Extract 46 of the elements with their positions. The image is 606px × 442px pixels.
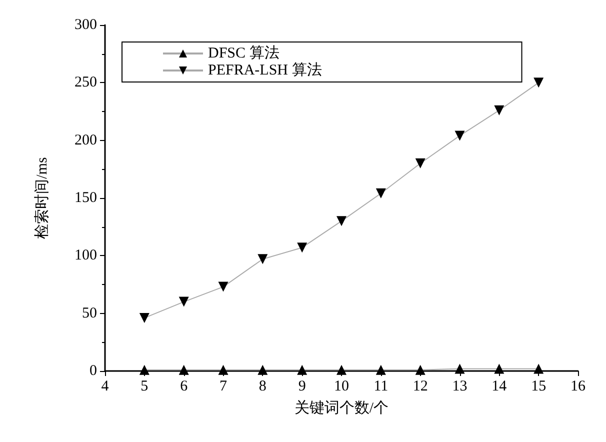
y-tick-label: 200	[74, 132, 97, 148]
point	[494, 105, 504, 116]
x-tick-label: 7	[220, 378, 228, 394]
x-tick-label: 5	[140, 378, 148, 394]
point	[534, 364, 544, 374]
x-tick-label: 16	[570, 378, 586, 394]
point	[139, 312, 150, 323]
y-tick-label: 150	[74, 190, 97, 206]
y-axis-title: 检索时间/ms	[34, 157, 50, 239]
x-tick-label: 4	[101, 378, 110, 394]
x-tick-label: 12	[412, 378, 428, 394]
legend-label: PEFRA-LSH 算法	[208, 62, 322, 78]
point	[336, 216, 346, 226]
point	[258, 364, 268, 375]
point	[376, 188, 386, 198]
point	[218, 282, 228, 292]
x-tick-label: 9	[298, 378, 306, 394]
point	[139, 364, 150, 375]
x-axis-title: 关键词个数/个	[294, 400, 389, 416]
point	[297, 364, 308, 375]
x-tick-label: 11	[374, 378, 388, 394]
point	[336, 364, 346, 375]
y-tick-label: 0	[90, 363, 97, 379]
y-tick-label: 300	[74, 17, 97, 33]
point	[376, 364, 386, 375]
point	[415, 364, 426, 375]
x-tick-label: 13	[452, 378, 468, 394]
point	[178, 364, 189, 375]
x-tick-label: 6	[180, 378, 188, 394]
point	[218, 364, 228, 375]
point	[494, 364, 504, 374]
point	[297, 242, 308, 253]
point	[258, 254, 268, 264]
x-tick-label: 8	[258, 378, 266, 394]
point	[454, 364, 465, 374]
point	[178, 296, 189, 307]
x-tick-label: 15	[531, 378, 546, 394]
x-tick-label: 10	[334, 378, 349, 394]
y-tick-label: 250	[74, 74, 97, 91]
x-tick-label: 14	[492, 378, 508, 394]
point	[534, 78, 544, 88]
point	[415, 158, 426, 168]
legend-label: DFSC 算法	[208, 44, 280, 62]
point	[454, 130, 465, 141]
y-tick-label: 100	[74, 248, 97, 264]
y-tick-label: 50	[82, 305, 97, 322]
